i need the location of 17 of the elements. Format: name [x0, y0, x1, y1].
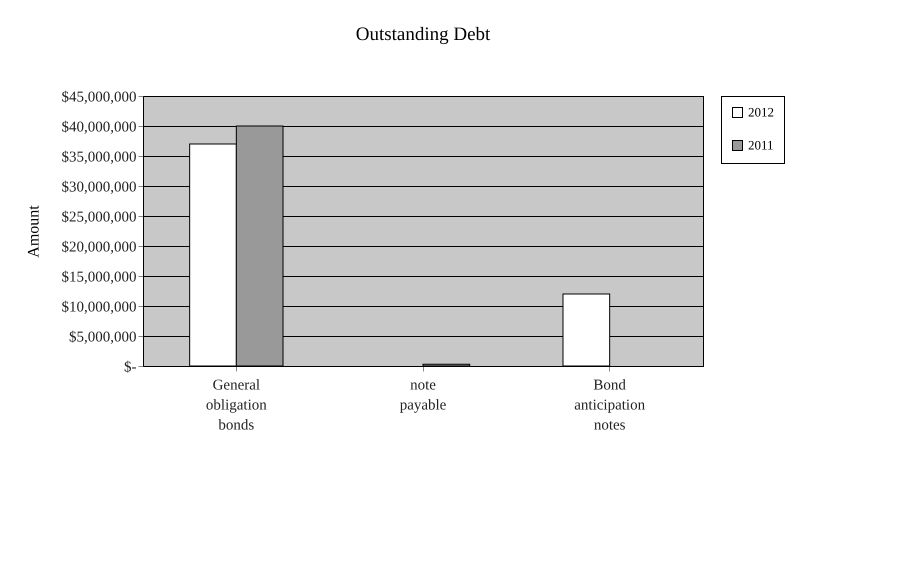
y-tick-label: $5,000,000 [69, 330, 136, 346]
y-tick-label: $- [124, 360, 136, 376]
y-tick-label: $45,000,000 [62, 90, 136, 106]
x-tick-label: General obligation bonds [206, 378, 268, 434]
y-tick-label: $40,000,000 [62, 120, 136, 136]
y-tick-label: $25,000,000 [62, 210, 136, 226]
legend-label: 2011 [748, 138, 774, 152]
x-tick-label: Bond anticipation notes [574, 378, 646, 434]
chart-title: Outstanding Debt [356, 24, 491, 45]
x-tick-label: note payable [400, 378, 447, 414]
y-tick-label: $35,000,000 [62, 150, 136, 166]
y-tick-label: $10,000,000 [62, 300, 136, 316]
y-tick-label: $30,000,000 [62, 180, 136, 196]
legend-label: 2012 [748, 104, 774, 120]
y-tick-label: $15,000,000 [62, 270, 136, 286]
y-tick-label: $20,000,000 [62, 240, 136, 256]
y-axis-title: Amount [26, 204, 42, 258]
